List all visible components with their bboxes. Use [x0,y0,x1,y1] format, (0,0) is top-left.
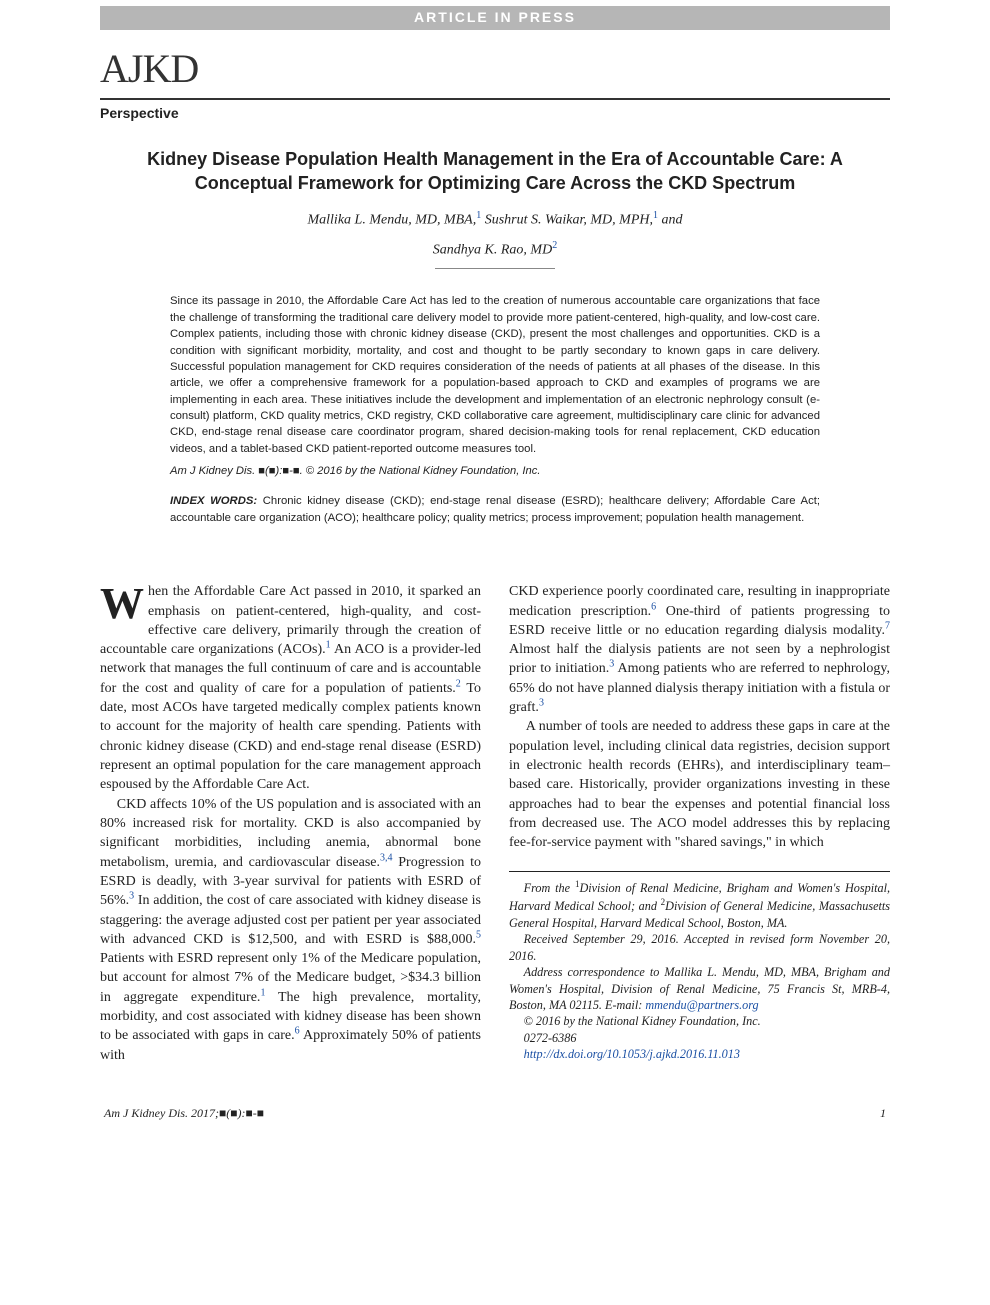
abstract-citation: Am J Kidney Dis. ■(■):■-■. © 2016 by the… [170,463,820,479]
left-p2-c: In addition, the cost of care associated… [100,893,481,947]
abstract-block: Since its passage in 2010, the Affordabl… [170,293,820,479]
ref-link[interactable]: 7 [885,620,890,631]
ref-link[interactable]: 3 [539,697,544,708]
affiliation-from: From the 1Division of Renal Medicine, Br… [509,878,890,932]
author-rule [435,268,555,269]
body-columns: When the Affordable Care Act passed in 2… [100,582,890,1065]
right-p2: A number of tools are needed to address … [509,717,890,852]
correspondence-email-link[interactable]: mmendu@partners.org [645,998,758,1012]
left-p1: When the Affordable Care Act passed in 2… [100,582,481,794]
left-p1-c: To date, most ACOs have targeted medical… [100,681,481,793]
footer-page-number: 1 [880,1105,886,1121]
index-words-block: INDEX WORDS: Chronic kidney disease (CKD… [170,493,820,526]
aff-from-label: From the [524,881,575,895]
author-rule-wrap [100,268,890,269]
section-label: Perspective [100,104,890,123]
brand-row: AJKD [100,42,890,96]
author-line-1: Mallika L. Mendu, MD, MBA,1 Sushrut S. W… [100,209,890,231]
left-p2: CKD affects 10% of the US population and… [100,795,481,1065]
author-3: Sandhya K. Rao, MD [433,243,552,258]
correspondence: Address correspondence to Mallika L. Men… [509,964,890,1013]
index-words-text: Chronic kidney disease (CKD); end-stage … [170,495,820,523]
ref-link[interactable]: 5 [476,929,481,940]
author-line-2: Sandhya K. Rao, MD2 [100,239,890,261]
index-words-label: INDEX WORDS: [170,495,257,507]
author-3-aff: 2 [552,240,557,251]
author-and: and [662,213,683,228]
column-left: When the Affordable Care Act passed in 2… [100,582,481,1065]
copyright-line: © 2016 by the National Kidney Foundation… [509,1013,890,1029]
brand-rule [100,98,890,100]
author-1: Mallika L. Mendu, MD, MBA, [307,213,476,228]
right-p2-text: A number of tools are needed to address … [509,719,890,850]
journal-logo: AJKD [100,42,198,96]
page-content: AJKD Perspective Kidney Disease Populati… [0,42,990,1141]
right-p1: CKD experience poorly coordinated care, … [509,582,890,717]
article-title: Kidney Disease Population Health Managem… [130,147,860,196]
doi-link[interactable]: http://dx.doi.org/10.1053/j.ajkd.2016.11… [524,1047,740,1061]
abstract-text: Since its passage in 2010, the Affordabl… [170,293,820,457]
author-1-aff: 1 [476,210,481,221]
article-in-press-banner: ARTICLE IN PRESS [100,6,890,30]
received-accepted: Received September 29, 2016. Accepted in… [509,931,890,964]
issn-line: 0272-6386 [509,1030,890,1046]
author-2-aff: 1 [653,210,658,221]
column-right: CKD experience poorly coordinated care, … [509,582,890,1065]
author-2: Sushrut S. Waikar, MD, MPH, [485,213,653,228]
footer-citation: Am J Kidney Dis. 2017;■(■):■-■ [104,1105,264,1121]
page-footer: Am J Kidney Dis. 2017;■(■):■-■ 1 [100,1105,890,1121]
doi-line: http://dx.doi.org/10.1053/j.ajkd.2016.11… [509,1046,890,1062]
ref-link[interactable]: 3,4 [380,852,393,863]
dropcap: W [100,582,148,622]
affiliation-block: From the 1Division of Renal Medicine, Br… [509,871,890,1063]
